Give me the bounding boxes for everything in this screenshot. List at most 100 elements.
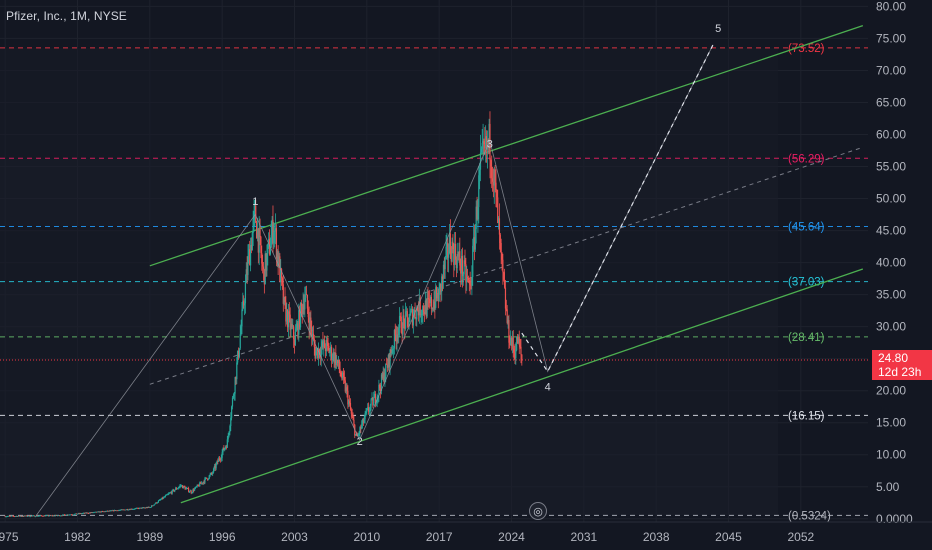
channel-lower-line[interactable] <box>180 268 864 504</box>
candle-body <box>262 263 264 267</box>
candle-body <box>159 499 161 501</box>
candle-body <box>347 390 349 405</box>
candle-body <box>358 433 360 435</box>
candle-body <box>386 363 388 365</box>
candle-body <box>144 507 147 509</box>
candle-body <box>494 169 496 183</box>
candle-body <box>378 384 380 396</box>
candle-body <box>146 507 148 509</box>
candle-body <box>414 309 416 318</box>
candle-body <box>42 516 44 517</box>
candle-body <box>193 489 195 491</box>
candle-body <box>350 409 352 414</box>
candle-body <box>122 509 124 511</box>
candle-body <box>149 507 151 508</box>
candle-body <box>277 250 279 267</box>
candle-body <box>299 302 302 328</box>
candle-body <box>264 253 266 285</box>
candle-body <box>442 264 445 280</box>
candle-body <box>435 287 438 299</box>
candle-body <box>417 307 419 311</box>
candle-body <box>197 484 199 486</box>
candle-body <box>158 499 160 501</box>
candle-body <box>462 274 464 277</box>
candle-body <box>382 372 384 379</box>
candle-body <box>19 515 21 517</box>
candle-body <box>205 477 207 479</box>
candle-body <box>319 355 321 358</box>
candle-body <box>429 296 432 304</box>
candle-body <box>287 309 289 328</box>
candle-body <box>206 478 209 480</box>
candle-body <box>80 513 82 515</box>
wave-projection[interactable] <box>521 44 714 373</box>
candle-body <box>209 474 211 476</box>
price-axis[interactable]: 0.00005.0010.0015.0020.0025.0030.0035.00… <box>876 0 913 526</box>
candle-body <box>428 298 430 300</box>
candle-body <box>332 352 334 359</box>
candle-body <box>473 237 476 250</box>
candle-body <box>405 311 408 313</box>
candle-body <box>419 297 421 316</box>
channel-upper-line[interactable] <box>149 25 864 267</box>
candle-body <box>20 516 22 517</box>
candle-body <box>492 181 495 186</box>
wave-label: 5 <box>715 23 721 35</box>
candle-body <box>163 496 166 498</box>
candle-body <box>268 238 270 244</box>
candle-body <box>113 510 115 512</box>
candle-body <box>348 401 350 405</box>
candle-body <box>99 511 101 513</box>
candle-body <box>380 374 383 391</box>
time-tick-label: 1982 <box>64 530 91 544</box>
candle-body <box>43 515 45 517</box>
candle-body <box>253 210 255 220</box>
candle-body <box>88 513 90 515</box>
candle-body <box>178 486 180 488</box>
candle-body <box>116 510 118 512</box>
candle-body <box>222 447 224 453</box>
candle-body <box>31 515 33 517</box>
candle-body <box>324 348 327 351</box>
candle-body <box>28 515 30 517</box>
candle-body <box>14 516 16 518</box>
candle-body <box>252 219 254 234</box>
target-icon[interactable]: ◎ <box>529 502 547 520</box>
candle-body <box>401 332 403 335</box>
candle-body <box>398 316 401 328</box>
price-tick-label: 30.00 <box>876 320 906 334</box>
candle-body <box>71 514 73 516</box>
candle-body <box>516 336 519 344</box>
candle-body <box>336 359 338 365</box>
candle-body <box>342 372 344 379</box>
candle-body <box>323 340 325 348</box>
candle-body <box>196 484 198 487</box>
candle-body <box>60 515 62 517</box>
candle-body <box>466 276 468 283</box>
candle-body <box>497 197 499 224</box>
time-axis[interactable]: 1975 1982 1989 1996 2003 2010 2017 2024 2031 2038… <box>0 521 932 544</box>
symbol-title[interactable]: Pfizer, Inc., 1M, NYSE <box>6 9 127 23</box>
candle-body <box>413 309 415 317</box>
candle-body <box>244 282 247 304</box>
channel-mid-line[interactable] <box>149 146 863 385</box>
candle-body <box>449 233 451 254</box>
candle-body <box>269 247 271 255</box>
candle-body <box>468 279 470 282</box>
candle-body <box>338 359 340 370</box>
candle-body <box>284 296 286 302</box>
candle-body <box>41 515 43 517</box>
candle-body <box>10 515 12 517</box>
candle-body <box>23 515 25 517</box>
candle-body <box>22 516 24 517</box>
candle-body <box>314 346 316 359</box>
candle-body <box>268 238 271 255</box>
candle-body <box>109 510 111 512</box>
candle-body <box>447 242 449 258</box>
candle-body <box>305 294 308 296</box>
candle-body <box>18 515 20 517</box>
candle-body <box>427 298 429 299</box>
candle-body <box>243 300 245 306</box>
candle-body <box>406 311 408 318</box>
